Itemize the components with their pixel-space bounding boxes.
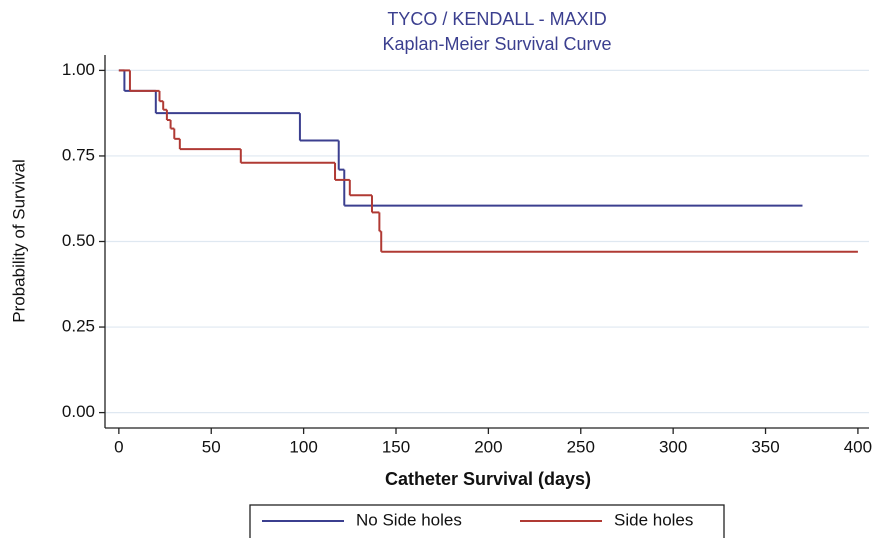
x-tick-label: 250 — [567, 437, 595, 456]
y-axis-title: Probability of Survival — [9, 159, 28, 322]
x-tick-label: 50 — [202, 437, 221, 456]
x-tick-label: 300 — [659, 437, 687, 456]
x-axis-title: Catheter Survival (days) — [385, 469, 591, 489]
y-tick-label: 0.50 — [62, 231, 95, 250]
x-tick-label: 350 — [751, 437, 779, 456]
chart-subtitle: Kaplan-Meier Survival Curve — [382, 34, 611, 54]
y-tick-label: 0.75 — [62, 145, 95, 164]
chart-title: TYCO / KENDALL - MAXID — [387, 9, 606, 29]
x-tick-label: 0 — [114, 437, 123, 456]
x-tick-label: 400 — [844, 437, 872, 456]
x-tick-label: 100 — [289, 437, 317, 456]
y-tick-label: 0.00 — [62, 402, 95, 421]
y-tick-label: 1.00 — [62, 60, 95, 79]
x-tick-label: 200 — [474, 437, 502, 456]
y-tick-label: 0.25 — [62, 317, 95, 336]
x-tick-label: 150 — [382, 437, 410, 456]
legend-label: Side holes — [614, 510, 693, 529]
legend-label: No Side holes — [356, 510, 462, 529]
